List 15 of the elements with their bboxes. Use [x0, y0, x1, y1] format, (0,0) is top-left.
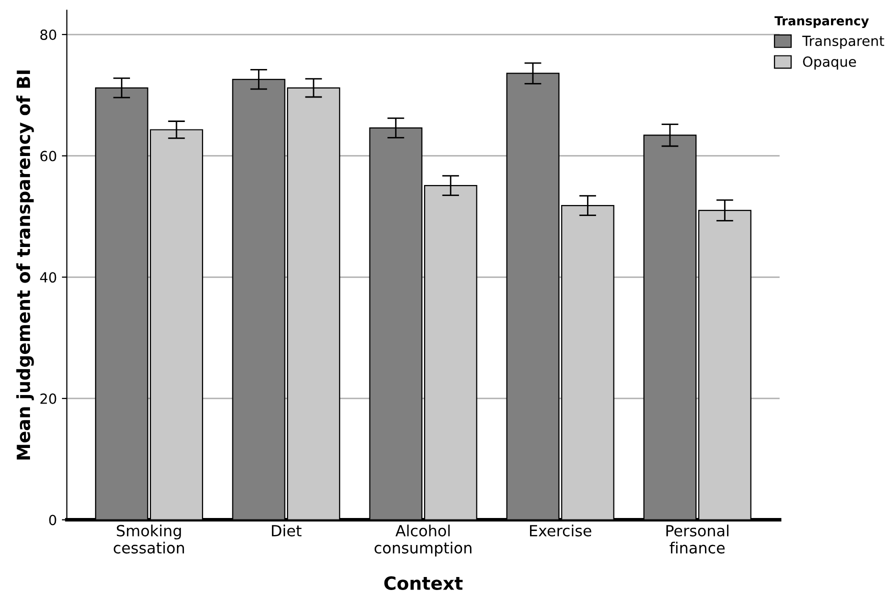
y-tick-label: 20 [40, 393, 56, 404]
y-tick-label: 40 [40, 272, 56, 283]
x-tick-label: Exercise [530, 524, 592, 536]
y-tick-label: 80 [40, 29, 56, 40]
x-tick-label: Smoking cessation [114, 524, 184, 554]
y-tick-label: 0 [49, 514, 56, 526]
legend-title: Transparency [774, 16, 869, 28]
x-tick-label: Diet [272, 524, 302, 536]
legend-label: Opaque [803, 56, 856, 70]
x-axis-title: Context [384, 576, 463, 590]
x-tick-label: Alcohol consumption [374, 524, 472, 557]
y-axis-title: Mean judgement of transparency of BI [16, 70, 34, 460]
x-tick-label: Personal finance [666, 524, 728, 554]
y-tick-label: 60 [40, 150, 56, 162]
legend-label: Transparent [802, 36, 884, 49]
